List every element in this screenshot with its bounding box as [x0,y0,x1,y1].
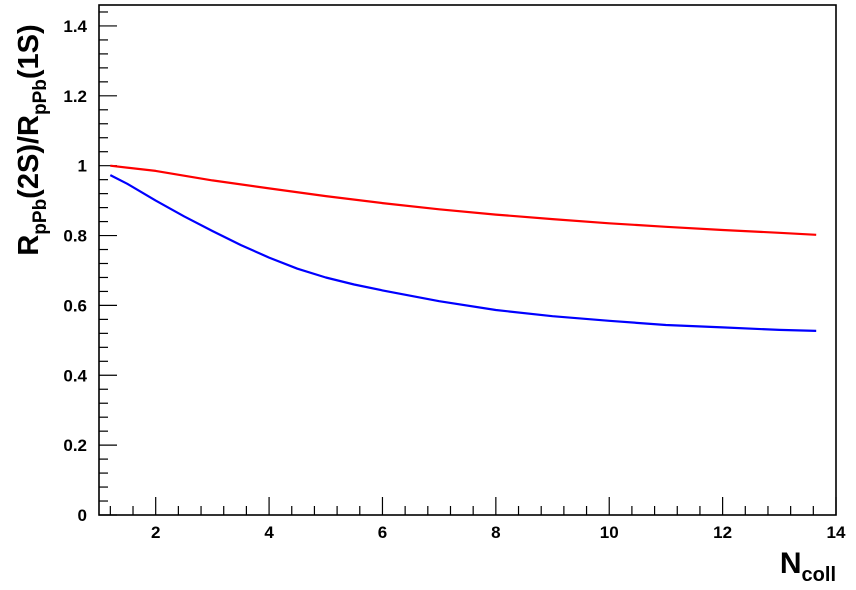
series-line-2 [109,174,817,332]
x-tick-label: 12 [713,523,732,542]
x-axis-title: Ncoll [780,547,836,586]
x-axis-title-main: N [780,547,802,580]
series-layer [109,164,817,332]
y-axis-title-part: R [13,235,45,256]
y-tick-label: 0.8 [63,227,87,246]
x-tick-label: 10 [600,523,619,542]
y-tick-label: 0.4 [63,366,87,385]
y-tick-label: 1.2 [63,87,87,106]
y-tick-label: 1 [78,157,87,176]
y-axis-title: RpPb(2S)/RpPb(1S) [13,24,51,255]
x-tick-label: 6 [378,523,387,542]
y-axis-title-sub: pPb [30,199,51,235]
x-tick-label: 14 [827,523,846,542]
tick-labels: 0 0.2 0.4 0.6 0.8 1 1.2 1.4 2 4 6 8 10 12 14 [63,17,846,542]
x-tick-label: 2 [151,523,160,542]
y-tick-label: 0.2 [63,436,87,455]
plot-frame [98,4,837,516]
x-tick-label: 8 [491,523,500,542]
y-axis-title-sub: pPb [30,79,51,115]
x-tick-label: 4 [264,523,274,542]
axis-ticks [99,11,837,516]
series-line-1 [110,164,817,236]
x-axis-title-sub: coll [802,564,836,586]
y-tick-label: 0.6 [63,296,87,315]
y-tick-label: 1.4 [63,17,87,36]
y-axis-title-part: (2S)/R [13,115,45,199]
y-tick-label: 0 [78,506,87,525]
y-axis-title-part: (1S) [13,24,45,79]
